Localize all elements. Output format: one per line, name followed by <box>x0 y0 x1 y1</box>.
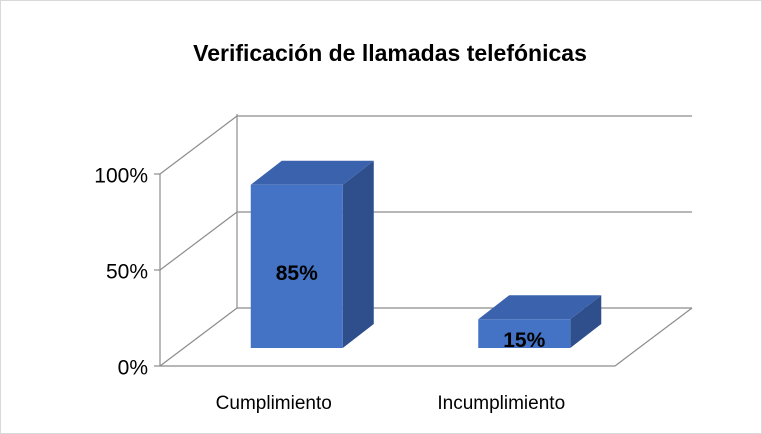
data-label: 15% <box>503 329 545 352</box>
y-tick-label: 0% <box>118 357 148 380</box>
bar-side <box>342 160 374 348</box>
chart-title: Verificación de llamadas telefónicas <box>193 40 587 66</box>
bar-front <box>478 319 571 348</box>
y-tick-label: 50% <box>106 261 148 284</box>
bar <box>478 295 602 348</box>
bar-side <box>570 295 602 348</box>
data-label: 85% <box>276 262 318 285</box>
x-tick-label: Incumplimiento <box>437 393 565 414</box>
floor-edge <box>614 307 693 367</box>
bar-front <box>250 184 343 348</box>
grid-line <box>159 211 692 271</box>
x-tick-label: Cumplimiento <box>216 393 332 414</box>
bar-top <box>250 160 374 185</box>
bar-top <box>478 295 602 320</box>
bar <box>250 160 374 348</box>
y-tick-label: 100% <box>94 165 148 188</box>
grid-line <box>159 115 692 175</box>
